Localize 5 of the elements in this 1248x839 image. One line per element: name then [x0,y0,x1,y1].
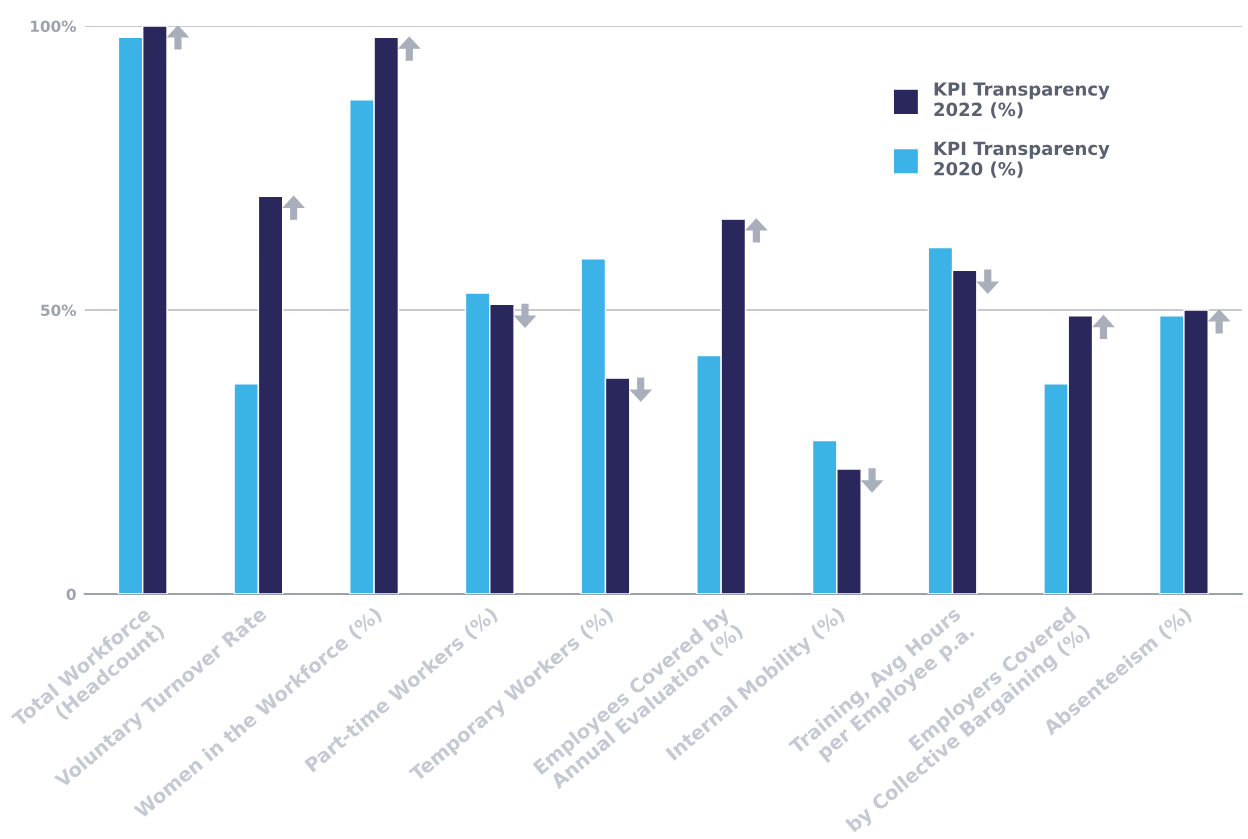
legend-label: KPI Transparency 2022 (%) [934,82,1110,119]
legend-label: KPI Transparency 2020 (%) [934,141,1110,178]
y-tick-label: 100% [31,20,77,33]
y-tick-label: 50% [41,304,77,317]
y-tick-label: 0 [66,588,76,601]
